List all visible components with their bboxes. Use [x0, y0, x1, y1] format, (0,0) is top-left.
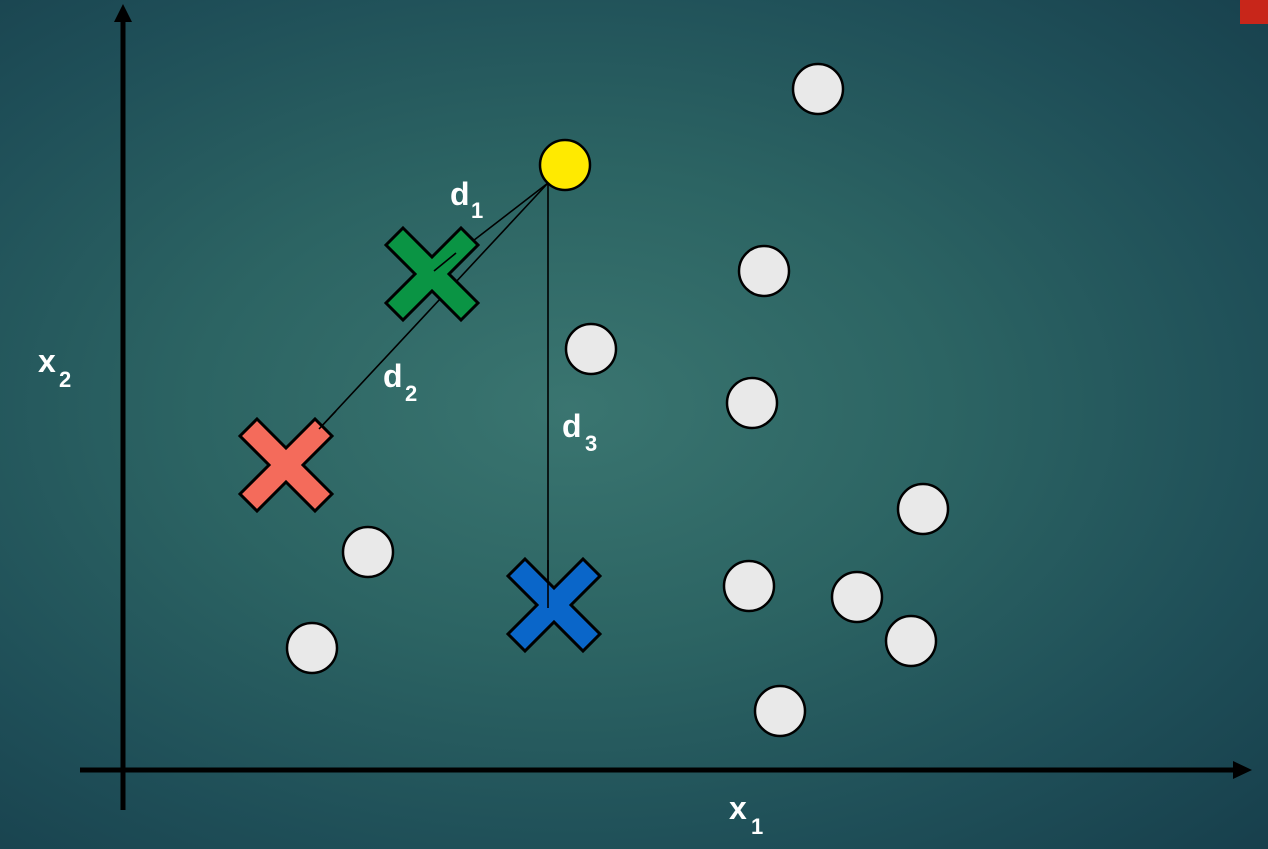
- svg-text:d: d: [450, 176, 470, 212]
- corner-marker: [1240, 0, 1268, 24]
- data-point: [341, 525, 395, 579]
- svg-text:2: 2: [59, 367, 71, 392]
- svg-text:x: x: [729, 790, 747, 826]
- data-point: [722, 559, 776, 613]
- svg-text:3: 3: [585, 431, 597, 456]
- svg-text:x: x: [38, 343, 56, 379]
- svg-text:d: d: [562, 408, 582, 444]
- svg-text:1: 1: [471, 198, 483, 223]
- blue-centroid-x-mark-icon: [505, 556, 603, 654]
- data-point: [285, 621, 339, 675]
- data-point: [884, 614, 938, 668]
- data-point: [564, 322, 618, 376]
- distance-label-d1: d 1: [450, 176, 483, 223]
- x-axis: [80, 761, 1252, 779]
- data-point: [737, 244, 791, 298]
- svg-text:2: 2: [405, 381, 417, 406]
- data-point: [791, 62, 845, 116]
- data-points: [285, 62, 950, 738]
- data-point: [753, 684, 807, 738]
- green-centroid-x-mark-icon: [383, 225, 481, 323]
- data-point: [896, 482, 950, 536]
- data-point: [725, 376, 779, 430]
- y-axis-arrowhead: [114, 4, 132, 22]
- distance-label-d2: d 2: [383, 358, 417, 406]
- distance-line-d1-tail: [433, 252, 457, 272]
- distance-label-d3: d 3: [562, 408, 597, 456]
- y-axis-label: x 2: [38, 343, 71, 392]
- svg-text:1: 1: [751, 814, 763, 839]
- y-axis: [114, 4, 132, 810]
- distance-line-d2-tail: [318, 410, 337, 430]
- red-centroid-x-mark-icon: [237, 416, 335, 514]
- query-point: [538, 138, 592, 192]
- svg-text:d: d: [383, 358, 403, 394]
- distance-line-d2: [318, 182, 549, 430]
- x-axis-arrowhead: [1233, 761, 1252, 779]
- data-point: [830, 570, 884, 624]
- x-axis-label: x 1: [729, 790, 763, 839]
